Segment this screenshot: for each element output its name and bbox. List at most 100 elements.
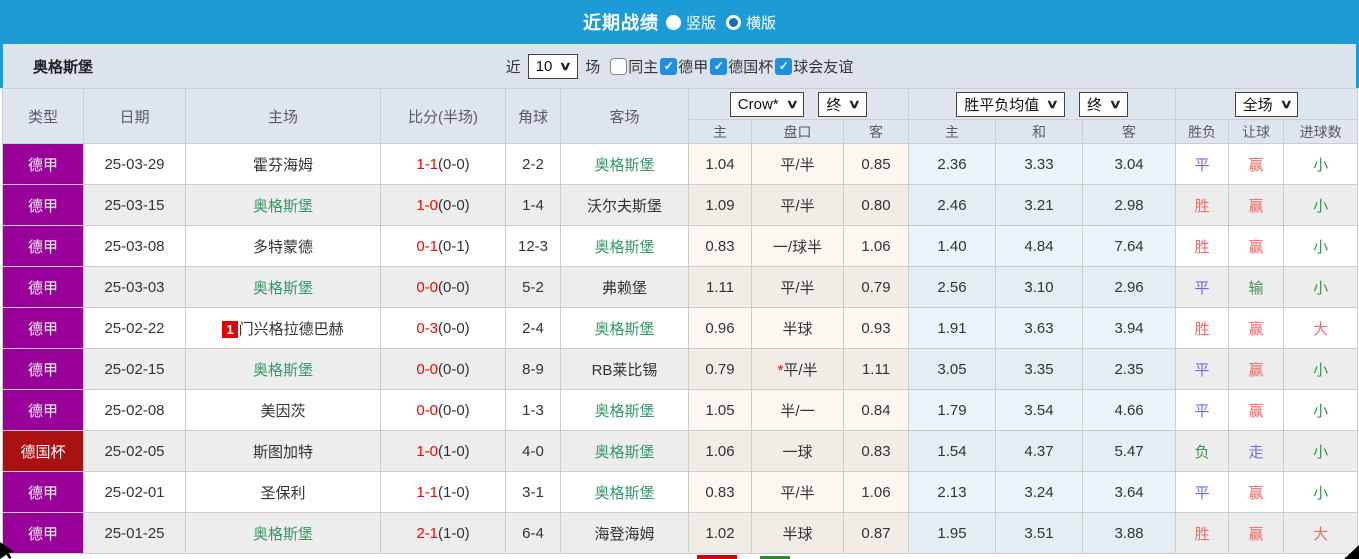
handicap-line: 平/半 [751, 471, 844, 513]
away-team-name: 奥格斯堡 [594, 238, 655, 256]
match-row: 德甲 25-01-25 奥格斯堡 2-1(1-0) 6-4 海登海姆 1.02 半球 0.87 1… [2, 512, 1359, 554]
checkbox-unchecked-icon[interactable] [610, 57, 628, 75]
half-time-score: (0-0) [438, 319, 470, 337]
avg-draw-odds: 3.35 [995, 348, 1084, 390]
match-row: 德甲 25-03-15 奥格斯堡 1-0(0-0) 1-4 沃尔夫斯堡 1.09 平/半 0.8… [2, 184, 1359, 226]
away-team-name: 沃尔夫斯堡 [586, 197, 662, 215]
match-row: 德甲 25-02-01 圣保利 1-1(1-0) 3-1 奥格斯堡 0.83 平/半 1.06 2… [2, 471, 1359, 513]
handicap-line: 一球 [751, 430, 844, 472]
result-outcome: 平 [1175, 471, 1230, 513]
scope-select[interactable]: 全场 ∨ [1234, 91, 1299, 117]
score: 2-1(1-0) [380, 512, 506, 554]
corners: 1-3 [505, 389, 561, 431]
avg-source-select[interactable]: 胜平负均值 ∨ [956, 91, 1066, 117]
home-team: 圣保利 [185, 471, 381, 513]
away-team: 奥格斯堡 [560, 307, 689, 349]
handicap-outcome: 赢 [1228, 512, 1285, 554]
away-team: 奥格斯堡 [560, 143, 689, 185]
avg-time-select[interactable]: 终 ∨ [1079, 91, 1128, 117]
score: 1-1(1-0) [380, 471, 506, 513]
away-team: 奥格斯堡 [560, 225, 689, 267]
layout-radio-unchecked[interactable]: 竖版 [665, 12, 716, 33]
avg-home-odds: 1.40 [908, 225, 997, 267]
odds-away: 0.84 [842, 389, 910, 431]
radio-icon[interactable] [665, 14, 681, 30]
legend-green-swatch [760, 556, 790, 559]
avg-draw-odds: 3.21 [995, 184, 1084, 226]
avg-draw-odds: 3.33 [995, 143, 1084, 185]
games-label: 场 [585, 58, 601, 76]
goals-outcome: 小 [1283, 389, 1359, 431]
handicap-outcome: 赢 [1228, 225, 1285, 267]
chevron-down-icon: ∨ [1108, 97, 1123, 111]
checkbox-checked-icon[interactable]: ✓ [660, 57, 678, 75]
handicap-line: 半球 [751, 307, 844, 349]
handicap-line: 平/半 [751, 184, 844, 226]
match-type-badge: 德甲 [2, 512, 84, 554]
handicap-outcome: 赢 [1228, 184, 1285, 226]
handicap-line: 半球 [751, 512, 844, 554]
sub-header-avg-home: 主 [908, 119, 997, 144]
radio-icon[interactable] [726, 14, 741, 30]
odds-home: 1.05 [688, 389, 752, 431]
match-count-select[interactable]: 10 ∨ [527, 53, 579, 79]
odds-away: 0.83 [842, 430, 910, 472]
match-type-badge: 德甲 [2, 471, 84, 513]
full-time-score: 1-1 [416, 483, 438, 501]
match-date: 25-02-08 [83, 389, 186, 431]
corners: 12-3 [505, 225, 561, 267]
home-team: 奥格斯堡 [185, 348, 381, 390]
avg-draw-odds: 3.54 [995, 389, 1084, 431]
odds-home: 1.06 [688, 430, 752, 472]
result-outcome: 胜 [1175, 512, 1230, 554]
handicap-outcome: 赢 [1228, 471, 1285, 513]
match-row: 德甲 25-02-15 奥格斯堡 0-0(0-0) 8-9 RB莱比锡 0.79 *平/半 1.… [2, 348, 1359, 390]
away-team: 弗赖堡 [560, 266, 689, 308]
away-team-name: 奥格斯堡 [594, 156, 655, 174]
goals-outcome: 大 [1283, 512, 1359, 554]
checkbox-label: 同主 [628, 58, 659, 76]
odds-time-select[interactable]: 终 ∨ [818, 91, 868, 117]
filter-checkbox-item: 同主 [610, 56, 658, 77]
corners: 5-2 [505, 266, 561, 308]
full-time-score: 1-0 [416, 196, 438, 214]
avg-draw-odds: 3.24 [995, 471, 1084, 513]
result-outcome: 负 [1175, 430, 1230, 472]
match-date: 25-03-29 [83, 143, 186, 185]
result-outcome: 胜 [1175, 184, 1230, 226]
col-header-score: 比分(半场) [380, 88, 506, 144]
team-name: 奥格斯堡 [33, 58, 94, 76]
match-row: 德甲 25-02-22 1 门兴格拉德巴赫 0-3(0-0) 2-4 奥格斯堡 0.96 半球 0… [2, 307, 1359, 349]
radio-label: 横版 [746, 14, 777, 32]
filter-controls: 近 10 ∨ 场 同主 ✓ 德甲 ✓ 德国杯 ✓ 球会友谊 [506, 53, 853, 79]
odds-away: 0.93 [842, 307, 910, 349]
odds-away: 1.11 [842, 348, 910, 390]
checkbox-checked-icon[interactable]: ✓ [775, 57, 793, 75]
odds-home: 1.04 [688, 143, 752, 185]
goals-outcome: 小 [1283, 348, 1359, 390]
odds-source-select[interactable]: Crow* ∨ [729, 91, 805, 117]
odds-home: 1.09 [688, 184, 752, 226]
home-team: 奥格斯堡 [185, 266, 381, 308]
chevron-down-icon: ∨ [785, 97, 799, 111]
odds-away: 0.79 [842, 266, 910, 308]
handicap-line: 一/球半 [751, 225, 844, 267]
chevron-down-icon: ∨ [1046, 97, 1060, 111]
layout-radio-checked[interactable]: 横版 [726, 12, 776, 33]
full-time-score: 0-0 [416, 278, 438, 296]
away-team-name: 奥格斯堡 [594, 484, 655, 502]
checkbox-checked-icon[interactable]: ✓ [710, 57, 728, 75]
odds-away: 1.06 [842, 225, 910, 267]
checkbox-label: 德国杯 [728, 58, 774, 76]
full-time-score: 1-1 [416, 155, 438, 173]
goals-outcome: 大 [1283, 307, 1359, 349]
half-time-score: (1-0) [438, 524, 470, 542]
match-row: 德甲 25-02-08 美因茨 0-0(0-0) 1-3 奥格斯堡 1.05 半/一 0.84 1… [2, 389, 1359, 431]
odds-home: 1.02 [688, 512, 752, 554]
odds-home: 0.96 [688, 307, 752, 349]
score: 1-1(0-0) [380, 143, 506, 185]
avg-away-odds: 2.35 [1082, 348, 1177, 390]
col-header-away: 客场 [560, 88, 689, 144]
avg-home-odds: 1.54 [908, 430, 997, 472]
